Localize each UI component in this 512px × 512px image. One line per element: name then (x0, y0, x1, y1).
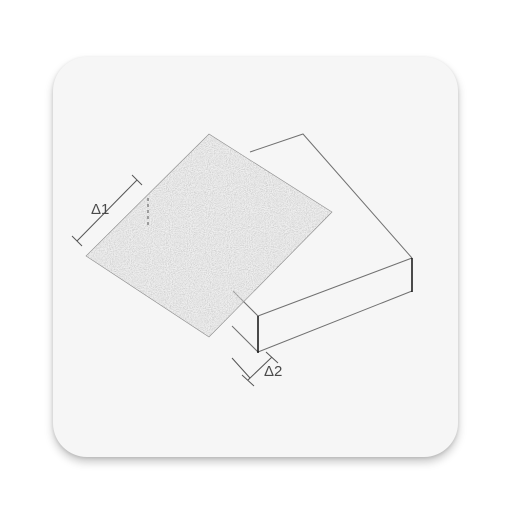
dim2-tick-end (265, 351, 279, 364)
delta1-label: Δ1 (91, 201, 109, 218)
block-front-top-edge (257, 257, 413, 317)
dimension-delta2 (231, 351, 279, 387)
block-top-back-edge (249, 133, 413, 259)
dim1-tick-start (71, 235, 83, 247)
dim2-tick-start (241, 374, 255, 387)
dim1-line (76, 179, 138, 242)
delta2-label: Δ2 (264, 363, 282, 380)
dim2-extension (231, 357, 251, 379)
dim2-line (247, 356, 273, 381)
coating-sheet (86, 134, 332, 337)
block-left-bottom-edge (231, 325, 259, 353)
coating-sheet-outline (85, 133, 333, 338)
dimension-delta1 (71, 174, 149, 247)
base-block (231, 133, 413, 353)
dim1-tick-end (131, 174, 143, 186)
block-front-bottom-edge (257, 290, 413, 353)
